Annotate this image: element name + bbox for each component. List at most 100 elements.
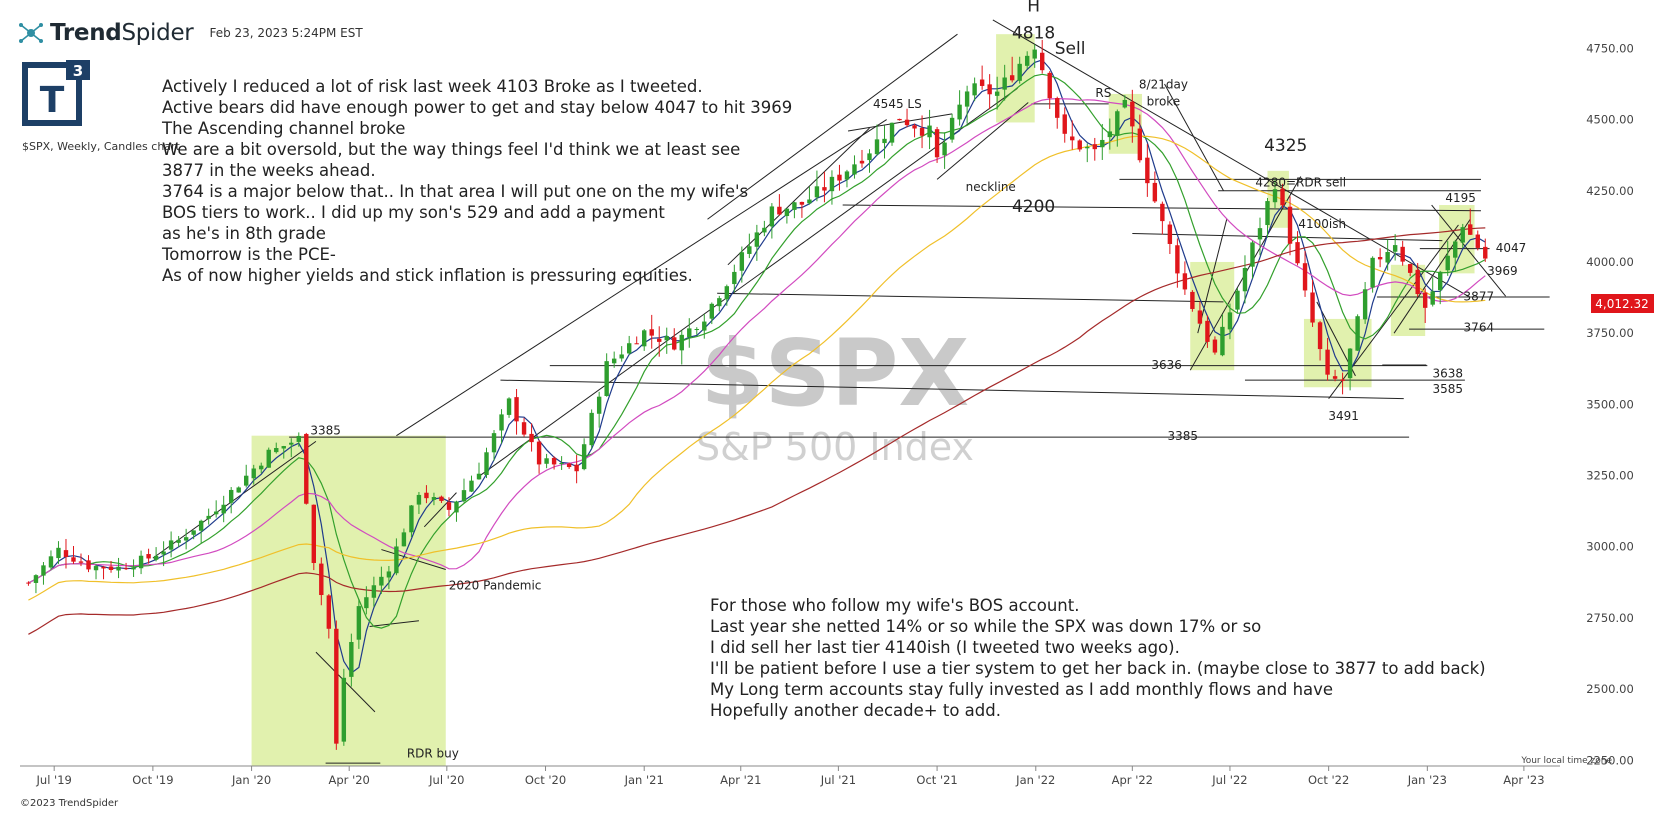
candle-body (1077, 140, 1082, 150)
local-time-zone-label[interactable]: Your local time zone (1520, 756, 1612, 766)
candle (1287, 196, 1293, 256)
candle (93, 564, 99, 580)
commentary-line: We are a bit oversold, but the way thing… (162, 140, 741, 159)
candle-body (844, 171, 850, 180)
candle (1295, 231, 1300, 266)
ma-line-20 (28, 97, 1486, 584)
candle-body (379, 576, 384, 586)
level-label: 3877 (1464, 289, 1495, 303)
candle-body (506, 398, 512, 415)
candle (739, 246, 745, 283)
candle-body (1400, 246, 1405, 262)
candle (867, 149, 872, 173)
trendline (1164, 83, 1224, 192)
candle-body (889, 122, 895, 143)
candle-body (942, 142, 947, 156)
candle-body (882, 138, 887, 144)
candle-body (566, 463, 572, 468)
level-label: Sell (1055, 39, 1086, 59)
candle (724, 284, 730, 306)
candle (1483, 238, 1488, 262)
level-label: 3385 (310, 423, 341, 437)
candle-body (732, 271, 737, 285)
candle-body (1047, 72, 1052, 99)
candle-body (244, 475, 249, 486)
trendline (396, 119, 887, 437)
candle-body (1055, 98, 1060, 118)
candle (874, 124, 880, 156)
candle (1175, 238, 1180, 288)
commentary-line: Tomorrow is the PCE- (162, 245, 336, 264)
candle-body (1317, 322, 1323, 350)
candle-body (304, 433, 309, 504)
candle (86, 555, 91, 573)
candle-body (964, 91, 970, 107)
x-tick-label: Jan '22 (1015, 773, 1055, 787)
candle (1085, 143, 1090, 163)
candle-body (687, 328, 692, 338)
candle (634, 336, 639, 345)
candle (852, 155, 857, 179)
candle-body (191, 530, 196, 535)
candle-body (394, 546, 399, 574)
candle (409, 505, 414, 538)
candle (446, 497, 452, 517)
candle (762, 220, 767, 237)
candle (957, 90, 962, 126)
y-tick-label: 4750.00 (1586, 41, 1634, 55)
candle-body (101, 566, 106, 569)
candle-body (266, 449, 271, 468)
candle (1340, 372, 1345, 395)
candle-body (1483, 246, 1488, 259)
candle (1160, 201, 1165, 235)
candle-body (454, 501, 459, 513)
candle-body (919, 128, 925, 136)
candle (694, 327, 699, 335)
x-tick-label: Jan '21 (624, 773, 664, 787)
candle-body (611, 358, 617, 364)
candle (41, 562, 46, 585)
y-tick-label: 2750.00 (1586, 611, 1634, 625)
candle (536, 439, 542, 474)
candle (807, 186, 812, 205)
candle-body (807, 199, 812, 204)
level-label: H (1027, 0, 1040, 16)
candle-body (56, 547, 61, 559)
candle-body (446, 502, 452, 510)
x-tick-label: Oct '21 (916, 773, 957, 787)
candle (1122, 95, 1128, 109)
candle (191, 530, 196, 540)
candle (521, 417, 527, 437)
candle-body (26, 582, 31, 584)
candle (1055, 96, 1060, 129)
candle (1137, 114, 1143, 163)
candle-body (499, 414, 504, 431)
candle (371, 576, 377, 607)
candle-body (236, 487, 241, 493)
candle-body (1385, 252, 1390, 263)
level-label: 3636 (1151, 358, 1182, 372)
candle (334, 620, 339, 750)
x-tick-label: Jan '23 (1407, 773, 1447, 787)
candle (259, 462, 264, 474)
symbol-description: $SPX, Weekly, Candles chart (22, 140, 180, 153)
candle (596, 391, 602, 428)
candle (987, 74, 992, 110)
candle (146, 548, 151, 564)
commentary-line: The Ascending channel broke (162, 119, 406, 138)
candle-body (33, 575, 39, 583)
candle (1257, 217, 1263, 256)
candle-body (1137, 128, 1143, 161)
candle-body (1415, 269, 1420, 295)
candle (1370, 256, 1375, 293)
candle-body (874, 139, 880, 155)
candle (1220, 314, 1225, 357)
candle (1355, 314, 1360, 351)
candle (1130, 89, 1135, 143)
candle (837, 164, 842, 191)
candle-body (1460, 227, 1465, 243)
last-price-badge-bg (1591, 294, 1654, 313)
candle (912, 123, 917, 138)
